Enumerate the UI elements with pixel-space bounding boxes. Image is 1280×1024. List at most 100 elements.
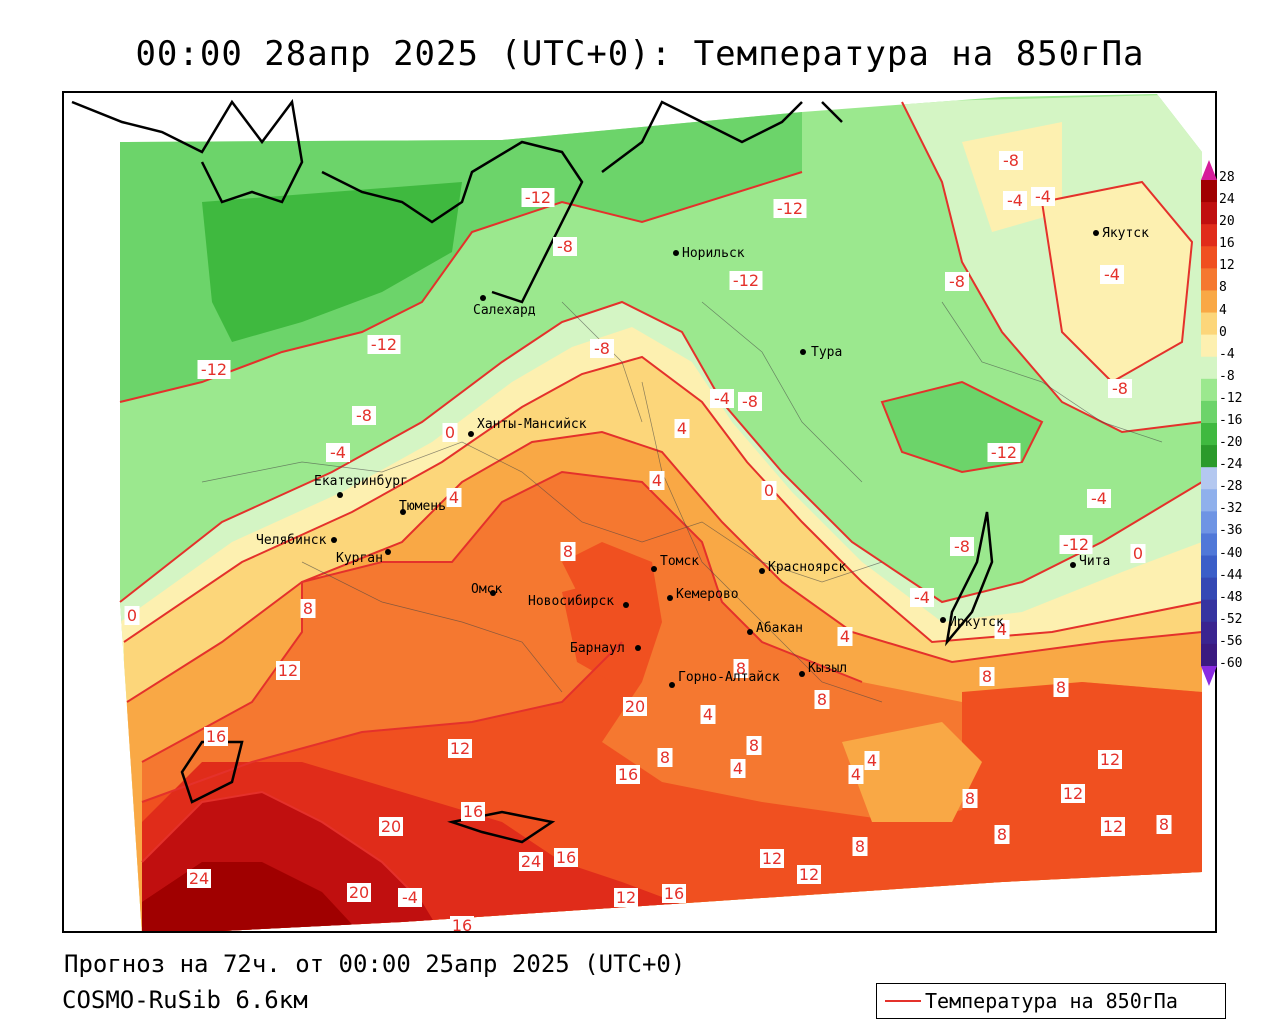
colorbar-cell (1201, 621, 1217, 645)
svg-text:0: 0 (1133, 544, 1143, 563)
city-label: Томск (660, 554, 699, 569)
svg-text:4: 4 (703, 705, 713, 724)
contour-label: 4 (864, 751, 880, 770)
colorbar-cell (1201, 246, 1217, 269)
city-label: Тюмень (399, 499, 446, 514)
colorbar-tick-label: -32 (1219, 501, 1243, 517)
city-label: Чита (1079, 554, 1110, 569)
colorbar-cell (1201, 577, 1217, 601)
contour-label: -4 (910, 588, 934, 607)
city-dot (669, 682, 675, 688)
svg-text:-4: -4 (330, 443, 346, 462)
map-canvas: -12 -12 -12 -12 -12 -12 -8 -8 -8 -8 -4 -4 -4 -4 -4 -4 -8… (64, 93, 1215, 931)
baikal-lake (945, 511, 994, 647)
contour-label: 16 (461, 802, 485, 821)
colorbar-tick-label: -28 (1219, 479, 1243, 495)
svg-text:-4: -4 (1091, 489, 1107, 508)
svg-text:-12: -12 (201, 360, 227, 379)
contour-label: 4 (649, 471, 665, 490)
svg-text:8: 8 (982, 667, 992, 686)
contour-label: 16 (204, 727, 228, 746)
colorbar-tick-label: -36 (1219, 523, 1243, 539)
svg-text:-8: -8 (1003, 151, 1019, 170)
colorbar-tick-label: -40 (1219, 545, 1243, 561)
svg-text:12: 12 (762, 849, 782, 868)
svg-text:16: 16 (664, 884, 684, 903)
city-label: Челябинск (256, 533, 327, 548)
svg-text:-8: -8 (1112, 379, 1128, 398)
svg-text:4: 4 (840, 627, 850, 646)
city-dot (490, 590, 496, 596)
svg-text:8: 8 (1056, 678, 1066, 697)
city-dot (940, 617, 946, 623)
contour-label: 8 (1053, 678, 1069, 697)
contour-label: -8 (950, 537, 974, 556)
colorbar-cell (1201, 643, 1217, 667)
contour-label: 4 (837, 627, 853, 646)
colorbar-cell (1201, 224, 1217, 247)
city-label: Барнаул (570, 641, 625, 656)
city-dot (480, 295, 486, 301)
contour-label: -8 (999, 151, 1023, 170)
city-dot (673, 250, 679, 256)
svg-text:0: 0 (445, 423, 455, 442)
contour-label: 8 (746, 736, 762, 755)
contour-label: -12 (197, 360, 231, 379)
city-label: Екатеринбург (314, 474, 408, 489)
svg-text:16: 16 (206, 727, 226, 746)
svg-text:-4: -4 (1104, 265, 1120, 284)
city-dot (385, 549, 391, 555)
svg-text:-12: -12 (525, 188, 551, 207)
svg-text:8: 8 (1159, 815, 1169, 834)
contour-label: -12 (521, 188, 555, 207)
svg-text:8: 8 (749, 736, 759, 755)
contour-label: 16 (554, 848, 578, 867)
city-dot (635, 645, 641, 651)
city-dot (651, 566, 657, 572)
svg-text:-8: -8 (742, 392, 758, 411)
city-label: Кызыл (808, 661, 847, 676)
contour-label: -8 (553, 237, 577, 256)
colorbar-tick-label: 16 (1219, 236, 1235, 252)
temperature-field (120, 94, 1202, 931)
contour-label: 8 (994, 825, 1010, 844)
city-dot (1070, 562, 1076, 568)
contour-label: 12 (1098, 750, 1122, 769)
contour-label: -4 (1003, 191, 1027, 210)
isotherm-lines (119, 101, 1203, 903)
contour-label: -4 (1031, 187, 1055, 206)
contour-label: 8 (300, 599, 316, 618)
colorbar-tick-label: 24 (1219, 192, 1235, 208)
forecast-info: Прогноз на 72ч. от 00:00 25апр 2025 (UTC… (64, 950, 686, 978)
contour-label: 8 (962, 789, 978, 808)
contour-label: 24 (187, 869, 211, 888)
contour-label: 12 (797, 865, 821, 884)
colorbar-tick-label: 12 (1219, 258, 1235, 274)
svg-text:8: 8 (660, 748, 670, 767)
svg-text:4: 4 (997, 620, 1007, 639)
contour-label: 8 (814, 690, 830, 709)
colorbar-cell (1201, 290, 1217, 314)
svg-text:-8: -8 (594, 339, 610, 358)
city-label: Абакан (756, 621, 803, 636)
svg-text:24: 24 (521, 852, 541, 871)
colorbar-cell (1201, 312, 1217, 336)
colorbar-tick-label: 20 (1219, 214, 1235, 230)
contour-label: -12 (987, 443, 1021, 462)
city-dot (331, 537, 337, 543)
city-dot (400, 509, 406, 515)
contour-label: 4 (994, 620, 1010, 639)
city-dot (1093, 230, 1099, 236)
contour-label: -8 (1108, 379, 1132, 398)
colorbar-cell (1201, 202, 1217, 225)
contour-labels: -12 -12 -12 -12 -12 -12 -8 -8 -8 -8 -4 -4 -4 -4 -4 -4 -8… (124, 151, 1172, 931)
contour-label: 8 (852, 837, 868, 856)
contour-label: -8 (590, 339, 614, 358)
city-dot (468, 431, 474, 437)
svg-text:4: 4 (677, 419, 687, 438)
svg-text:16: 16 (618, 765, 638, 784)
contour-label: 12 (760, 849, 784, 868)
svg-text:-4: -4 (402, 888, 418, 907)
contour-label: 12 (1061, 784, 1085, 803)
contour-label: 4 (848, 765, 864, 784)
